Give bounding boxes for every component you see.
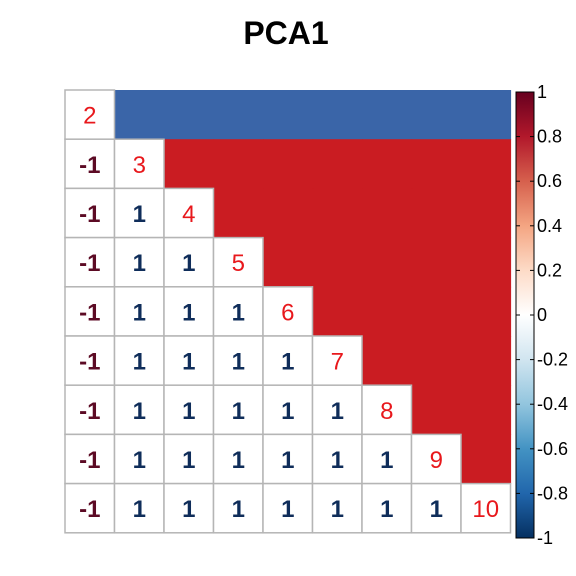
heatmap-fill-cell — [263, 188, 313, 238]
correlation-value: 1 — [331, 398, 344, 425]
diagonal-label: 2 — [83, 103, 96, 130]
chart-title: PCA1 — [243, 15, 328, 51]
diagonal-label: 10 — [472, 496, 499, 523]
correlation-value: 1 — [133, 201, 146, 228]
heatmap-fill-cell — [313, 238, 363, 288]
diagonal-label: 6 — [281, 299, 294, 326]
correlation-value: 1 — [182, 250, 195, 277]
diagonal-label: 5 — [232, 250, 245, 277]
colorbar-tick-label: -0.4 — [537, 394, 568, 414]
heatmap-fill-cell — [313, 287, 363, 337]
correlation-value: 1 — [133, 250, 146, 277]
correlation-value: 1 — [133, 299, 146, 326]
correlation-value: 1 — [133, 447, 146, 474]
heatmap-fill-cell — [362, 336, 412, 386]
correlation-value: 1 — [133, 496, 146, 523]
heatmap-fill-cell — [115, 90, 165, 140]
heatmap-fill-cell — [461, 90, 511, 140]
colorbar: 1 0.8 0.6 0.4 0.2 0 -0.2 -0.4 -0.6 -0.8 -1 — [516, 82, 568, 548]
heatmap-fill-cell — [263, 139, 313, 189]
heatmap-fill-cell — [362, 139, 412, 189]
correlation-value: -1 — [79, 250, 100, 277]
heatmap-fill-cell — [362, 90, 412, 140]
correlation-value: 1 — [232, 447, 245, 474]
heatmap-fill-cell — [214, 139, 264, 189]
diagonal-label: 4 — [182, 201, 195, 228]
correlation-value: -1 — [79, 201, 100, 228]
heatmap-fill-cell — [412, 287, 462, 337]
diagonal-label: 7 — [331, 349, 344, 376]
correlation-value: 1 — [281, 447, 294, 474]
heatmap-fill-cell — [412, 90, 462, 140]
correlation-value: 1 — [281, 398, 294, 425]
correlation-value: 1 — [232, 398, 245, 425]
heatmap-fill-cell — [214, 188, 264, 238]
heatmap-fill-cell — [461, 287, 511, 337]
correlation-value: 1 — [182, 349, 195, 376]
heatmap-fill-cell — [412, 139, 462, 189]
correlation-value: 1 — [430, 496, 443, 523]
correlation-value: 1 — [232, 299, 245, 326]
correlation-value: -1 — [79, 496, 100, 523]
heatmap-fill-cell — [461, 336, 511, 386]
colorbar-tick-label: 0.6 — [537, 171, 562, 191]
colorbar-tick-label: -0.6 — [537, 439, 568, 459]
heatmap-fill-cell — [461, 434, 511, 484]
heatmap-fill-cell — [461, 238, 511, 288]
correlation-value: 1 — [380, 496, 393, 523]
heatmap-cells: 2 -1 3 -1 1 4 -1 1 1 5 -1 1 1 1 6 -1 1 1 1 1 7 -1 1 1 1 1 1 8 -1 1 1 1 1… — [65, 90, 511, 533]
heatmap-fill-cell — [362, 188, 412, 238]
heatmap-fill-cell — [362, 287, 412, 337]
correlation-value: -1 — [79, 299, 100, 326]
correlation-value: 1 — [182, 398, 195, 425]
colorbar-tick-label: 0.2 — [537, 260, 562, 280]
heatmap-fill-cell — [313, 90, 363, 140]
heatmap-fill-cell — [412, 188, 462, 238]
diagonal-label: 9 — [430, 447, 443, 474]
heatmap-fill-cell — [461, 385, 511, 435]
heatmap-fill-cell — [164, 139, 214, 189]
correlation-value: -1 — [79, 447, 100, 474]
colorbar-tick-label: 1 — [537, 82, 547, 102]
heatmap-fill-cell — [263, 90, 313, 140]
heatmap-fill-cell — [313, 139, 363, 189]
heatmap-fill-cell — [362, 238, 412, 288]
colorbar-tick-label: 0 — [537, 305, 547, 325]
heatmap-fill-cell — [313, 188, 363, 238]
diagonal-label: 3 — [133, 152, 146, 179]
colorbar-tick-label: 0.4 — [537, 216, 562, 236]
heatmap-fill-cell — [214, 90, 264, 140]
correlation-value: 1 — [133, 398, 146, 425]
correlation-value: -1 — [79, 398, 100, 425]
correlation-value: 1 — [232, 349, 245, 376]
correlation-value: 1 — [331, 496, 344, 523]
correlation-value: 1 — [331, 447, 344, 474]
correlation-value: 1 — [182, 447, 195, 474]
correlation-value: 1 — [380, 447, 393, 474]
correlation-value: 1 — [281, 496, 294, 523]
correlation-value: -1 — [79, 349, 100, 376]
correlation-value: 1 — [182, 496, 195, 523]
heatmap-fill-cell — [461, 139, 511, 189]
colorbar-tick-label: -0.2 — [537, 350, 568, 370]
heatmap-fill-cell — [164, 90, 214, 140]
heatmap-fill-cell — [412, 336, 462, 386]
correlation-value: 1 — [133, 349, 146, 376]
correlation-value: 1 — [182, 299, 195, 326]
correlation-value: 1 — [281, 349, 294, 376]
colorbar-tick-label: -0.8 — [537, 483, 568, 503]
correlation-value: -1 — [79, 152, 100, 179]
heatmap-fill-cell — [263, 238, 313, 288]
colorbar-tick-label: 0.8 — [537, 127, 562, 147]
colorbar-tick-label: -1 — [537, 528, 553, 548]
heatmap-fill-cell — [412, 385, 462, 435]
diagonal-label: 8 — [380, 398, 393, 425]
heatmap-fill-cell — [461, 188, 511, 238]
heatmap-fill-cell — [412, 238, 462, 288]
correlation-value: 1 — [232, 496, 245, 523]
